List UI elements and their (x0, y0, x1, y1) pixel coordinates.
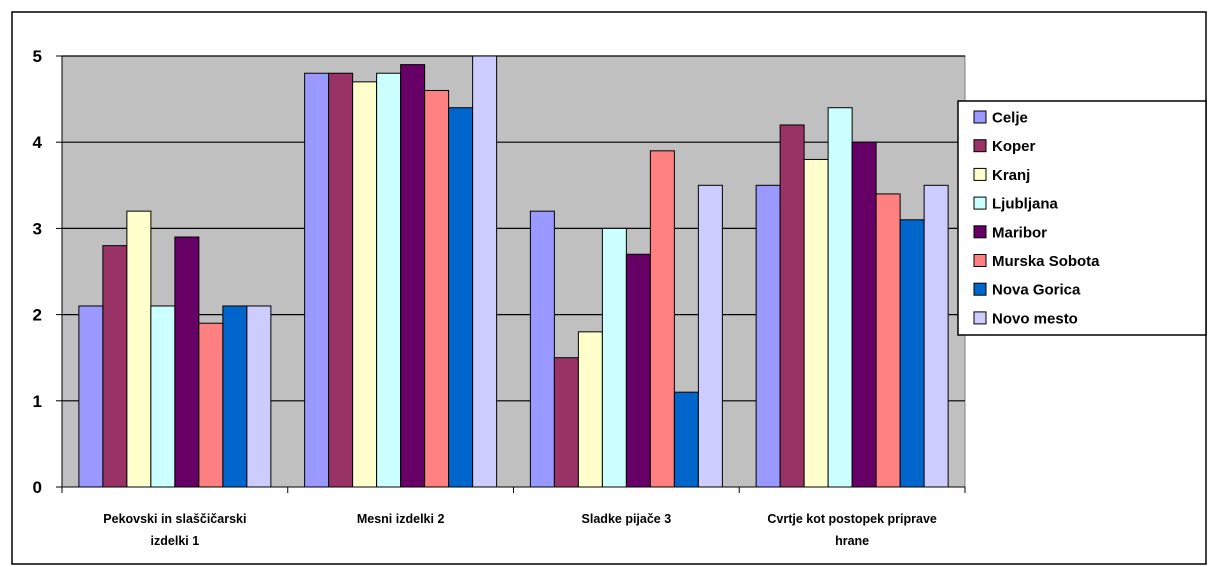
legend-swatch (973, 139, 987, 153)
bar (304, 72, 330, 488)
bar (601, 227, 627, 488)
legend-label: Maribor (992, 224, 1047, 241)
bar (150, 305, 176, 488)
bar (803, 158, 829, 488)
x-axis-category-labels: Pekovski in slaščičarski izdelki 1 Mesni i… (103, 512, 937, 548)
bar (779, 124, 805, 488)
legend-swatch (973, 254, 987, 267)
bars (78, 55, 949, 488)
x-category-label: Mesni izdelki 2 (357, 512, 445, 526)
legend-swatch (973, 225, 987, 239)
legend-swatch (973, 196, 987, 210)
legend-swatch (973, 311, 987, 325)
legend-label: Ljubljana (992, 196, 1058, 213)
legend-label: Kranj (992, 167, 1030, 184)
bar (78, 305, 104, 488)
bar (529, 210, 555, 488)
legend-swatch (973, 167, 987, 181)
bar (448, 107, 474, 488)
y-tick-label: 1 (33, 392, 42, 411)
bar (899, 219, 925, 488)
bar (697, 184, 723, 488)
legend-label: Novo mesto (992, 310, 1078, 327)
bar (875, 193, 901, 488)
bar (755, 184, 781, 488)
legend-label: Nova Gorica (992, 282, 1081, 299)
bar (174, 236, 200, 488)
y-tick-label: 0 (33, 478, 42, 497)
bar (246, 305, 272, 488)
bar (625, 253, 651, 488)
bar (400, 64, 426, 488)
axes (56, 55, 966, 493)
y-axis-tick-labels: 0 1 2 3 4 5 (33, 47, 43, 497)
bar (328, 72, 354, 488)
bar (827, 107, 853, 488)
bar (553, 357, 579, 488)
legend-swatch (973, 282, 987, 296)
y-tick-label: 3 (33, 219, 42, 238)
bar (198, 322, 224, 488)
bar (424, 89, 450, 488)
bar (577, 331, 603, 488)
bar (352, 81, 378, 488)
y-tick-label: 4 (33, 133, 43, 152)
x-category-label: Pekovski in slaščičarski izdelki 1 (103, 512, 246, 548)
bar (472, 55, 498, 488)
bar (673, 391, 699, 488)
bar (649, 150, 675, 488)
bar (102, 245, 128, 488)
y-tick-label: 2 (33, 306, 42, 325)
legend-box (957, 100, 1207, 336)
legend: Celje Koper Kranj Ljubljana Maribor Murska So… (957, 100, 1207, 336)
legend-swatch (973, 110, 987, 124)
x-category-label: Cvrtje kot postopek priprave hrane (767, 512, 937, 548)
legend-label: Koper (992, 138, 1036, 155)
legend-label: Celje (992, 110, 1028, 127)
legend-label: Murska Sobota (992, 253, 1100, 270)
bar (851, 141, 877, 488)
x-category-label: Sladke pijače 3 (582, 512, 672, 526)
bar (376, 72, 402, 488)
bar (923, 184, 949, 488)
bar (222, 305, 248, 488)
bar (126, 210, 152, 488)
y-tick-label: 5 (33, 47, 42, 66)
